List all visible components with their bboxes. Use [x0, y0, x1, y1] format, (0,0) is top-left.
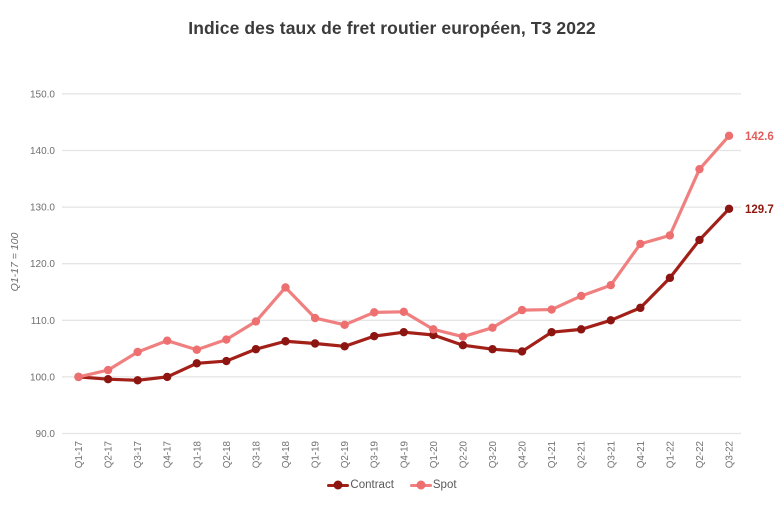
contract-point [488, 344, 497, 354]
contract-point [340, 342, 349, 351]
x-axis-tick-label: Q3-17 [133, 441, 144, 468]
x-axis-tick-label: Q3-18 [251, 440, 262, 468]
spot-point [576, 291, 586, 301]
spot-point [429, 325, 438, 334]
contract-end-label: 129.7 [745, 204, 774, 216]
x-axis-tick-label: Q2-20 [458, 440, 469, 468]
contract-point [458, 341, 468, 350]
spot-point [251, 317, 261, 326]
y-axis-tick-label: 150.0 [30, 89, 55, 100]
y-axis-tick-label: 90.0 [36, 429, 56, 440]
x-axis-tick-label: Q1-22 [665, 441, 676, 468]
contract-point [724, 204, 734, 213]
x-axis-tick-label: Q2-21 [577, 441, 588, 468]
x-axis-tick-label: Q4-20 [518, 440, 529, 468]
spot-point [163, 336, 172, 345]
x-axis-tick-label: Q3-21 [606, 441, 617, 468]
spot-line [76, 134, 731, 379]
x-axis-tick-label: Q1-21 [547, 441, 558, 468]
y-axis-tick-label: 130.0 [30, 203, 55, 214]
spot-point [399, 307, 408, 317]
legend-item-contract: Contract [327, 479, 394, 491]
spot-point [695, 164, 704, 174]
legend-item-spot: Spot [409, 479, 457, 491]
x-axis-tick-label: Q1-18 [192, 440, 203, 468]
contract-point [547, 327, 556, 337]
x-axis-tick-label: Q4-21 [636, 441, 647, 468]
x-axis-tick-label: Q3-20 [488, 440, 499, 468]
spot-point [488, 323, 497, 332]
chart-legend: Contract Spot [0, 479, 784, 491]
spot-point [133, 347, 142, 357]
x-axis-tick-label: Q3-19 [370, 441, 381, 468]
y-axis-tick-label: 120.0 [30, 259, 55, 270]
contract-point [576, 325, 586, 334]
y-axis-tick-label: 100.0 [30, 372, 55, 383]
x-axis-tick-label: Q1-20 [429, 440, 440, 468]
spot-point [636, 239, 645, 249]
contract-line [76, 207, 731, 382]
spot-point [547, 305, 556, 314]
contract-point [163, 372, 172, 382]
spot-point [458, 332, 468, 341]
spot-legend-dot-icon [416, 480, 426, 490]
contract-point [606, 316, 615, 325]
spot-legend-marker-icon [409, 480, 432, 490]
spot-point [370, 308, 379, 317]
contract-point [695, 235, 704, 245]
spot-point [665, 231, 675, 240]
spot-point [74, 372, 83, 382]
x-axis-tick-label: Q3-22 [725, 441, 736, 468]
contract-point [636, 303, 645, 313]
x-axis-tick-label: Q2-19 [340, 441, 351, 468]
x-axis-tick-label: Q2-18 [222, 440, 233, 468]
x-axis-tick-label: Q4-19 [399, 441, 410, 468]
spot-point [222, 335, 231, 344]
contract-point [251, 344, 261, 354]
contract-point [281, 337, 290, 346]
y-axis-tick-label: 140.0 [30, 146, 55, 157]
contract-legend-dot-icon [333, 480, 343, 490]
contract-point [517, 347, 527, 356]
contract-point [399, 327, 408, 337]
legend-label-contract: Contract [350, 479, 394, 491]
x-axis-tick-label: Q4-17 [163, 441, 174, 468]
spot-point [192, 345, 201, 354]
spot-point [310, 313, 320, 323]
spot-point [606, 281, 615, 290]
y-axis-tick-label: 110.0 [31, 316, 56, 327]
spot-point [103, 365, 113, 375]
contract-point [222, 356, 231, 366]
legend-label-spot: Spot [432, 479, 457, 491]
spot-end-label: 142.6 [745, 131, 774, 143]
x-axis-tick-label: Q2-17 [104, 441, 115, 468]
contract-point [665, 273, 675, 283]
x-axis-tick-label: Q1-19 [311, 441, 322, 468]
contract-point [133, 376, 142, 385]
contract-point [370, 331, 379, 341]
x-axis-tick-label: Q4-18 [281, 440, 292, 468]
spot-point [724, 131, 734, 140]
spot-point [281, 283, 290, 292]
spot-point [340, 320, 349, 330]
contract-point [192, 359, 201, 368]
x-axis-tick-label: Q1-17 [74, 441, 85, 468]
contract-point [310, 339, 320, 348]
chart-title: Indice des taux de fret routier européen… [188, 18, 596, 38]
x-axis-tick-label: Q2-22 [695, 441, 706, 468]
spot-point [517, 305, 527, 315]
contract-point [103, 374, 113, 384]
contract-legend-marker-icon [327, 480, 350, 490]
